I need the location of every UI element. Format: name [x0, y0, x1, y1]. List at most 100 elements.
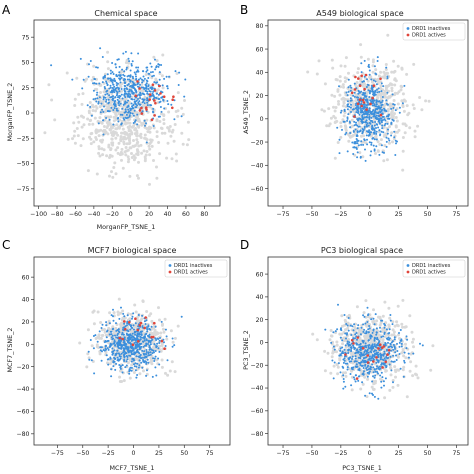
point-inactive-a — [129, 80, 132, 83]
point-inactive-c — [130, 369, 133, 372]
point-inactive-b — [355, 121, 357, 124]
point-inactive-d — [332, 331, 335, 334]
point-background-d — [402, 365, 406, 369]
point-inactive-d — [368, 347, 371, 350]
point-inactive-c — [140, 331, 143, 333]
point-inactive-d — [351, 325, 354, 328]
point-background-d — [371, 320, 375, 324]
x-tick-label-a: 80 — [200, 211, 208, 218]
point-inactive-d — [368, 327, 371, 330]
point-inactive-a — [130, 52, 133, 55]
point-inactive-b — [378, 90, 381, 93]
point-inactive-b — [375, 138, 378, 141]
point-inactive-d — [358, 367, 361, 370]
point-background-b — [401, 103, 405, 107]
point-inactive-a — [135, 75, 137, 78]
point-inactive-c — [154, 355, 157, 358]
panel-title-a: Chemical space — [94, 9, 157, 18]
point-background-a — [128, 146, 132, 150]
point-inactive-d — [367, 339, 370, 342]
point-inactive-d — [375, 352, 378, 355]
point-background-d — [364, 299, 368, 303]
point-background-d — [400, 322, 404, 326]
point-background-c — [117, 297, 121, 301]
point-inactive-d — [330, 341, 333, 344]
point-background-d — [381, 338, 385, 342]
point-inactive-a — [149, 104, 152, 106]
point-inactive-a — [113, 107, 116, 110]
point-inactive-d — [341, 365, 344, 368]
point-inactive-d — [354, 380, 357, 383]
point-background-d — [397, 333, 400, 337]
point-inactive-b — [387, 114, 390, 117]
point-inactive-b — [360, 140, 363, 143]
point-inactive-c — [113, 340, 116, 343]
point-background-c — [118, 380, 122, 383]
point-inactive-d — [362, 353, 365, 356]
point-background-b — [339, 125, 343, 128]
point-inactive-b — [380, 90, 383, 93]
point-inactive-a — [163, 77, 166, 80]
point-active-c — [137, 340, 140, 343]
point-background-b — [370, 80, 374, 84]
point-inactive-b — [354, 104, 357, 107]
point-inactive-a — [151, 71, 154, 73]
point-background-d — [416, 376, 420, 380]
point-inactive-a — [139, 77, 142, 80]
point-background-a — [47, 83, 51, 87]
point-active-c — [134, 317, 137, 321]
point-background-a — [112, 166, 116, 169]
point-inactive-d — [341, 346, 344, 349]
point-inactive-b — [374, 109, 377, 112]
point-inactive-b — [381, 112, 384, 115]
point-inactive-b — [372, 100, 375, 102]
point-inactive-d — [385, 328, 388, 331]
point-background-a — [176, 91, 180, 95]
point-background-b — [333, 116, 337, 120]
point-inactive-a — [125, 66, 128, 69]
point-inactive-b — [358, 113, 361, 116]
point-background-b — [330, 93, 334, 97]
point-background-d — [338, 357, 342, 361]
point-inactive-c — [164, 328, 167, 331]
point-background-a — [148, 130, 152, 134]
point-inactive-b — [374, 105, 377, 108]
x-tick-label-a: −60 — [69, 211, 82, 218]
point-inactive-b — [377, 87, 380, 90]
point-inactive-a — [101, 56, 104, 58]
y-tick-label-d: −20 — [250, 362, 263, 369]
point-inactive-c — [110, 343, 113, 346]
point-inactive-d — [402, 375, 405, 378]
point-active-a — [145, 108, 148, 111]
legend-entry-d: DRD1 inactives — [412, 263, 451, 269]
point-background-a — [97, 134, 101, 138]
point-background-c — [121, 309, 125, 313]
point-background-b — [401, 149, 405, 153]
point-inactive-c — [103, 341, 106, 344]
point-inactive-c — [105, 354, 108, 357]
point-background-c — [152, 346, 156, 350]
point-inactive-b — [363, 80, 365, 83]
panel-a: A Chemical space MorganFP_TSNE_1 MorganF… — [2, 3, 221, 231]
point-inactive-b — [373, 124, 376, 127]
point-inactive-a — [117, 120, 120, 123]
point-inactive-d — [367, 331, 370, 334]
point-inactive-c — [136, 362, 139, 365]
point-inactive-a — [157, 93, 160, 96]
point-background-b — [333, 94, 337, 98]
point-inactive-c — [123, 336, 126, 339]
point-inactive-c — [129, 366, 132, 369]
point-background-b — [354, 99, 358, 103]
point-inactive-c — [123, 360, 126, 362]
point-inactive-c — [133, 363, 135, 366]
point-background-d — [404, 325, 408, 329]
point-background-a — [126, 148, 130, 152]
point-background-d — [367, 333, 371, 337]
point-inactive-d — [395, 359, 398, 361]
point-inactive-d — [370, 335, 373, 338]
point-background-b — [356, 71, 360, 75]
point-background-c — [85, 365, 89, 369]
point-inactive-b — [338, 152, 341, 155]
point-inactive-b — [370, 119, 373, 122]
